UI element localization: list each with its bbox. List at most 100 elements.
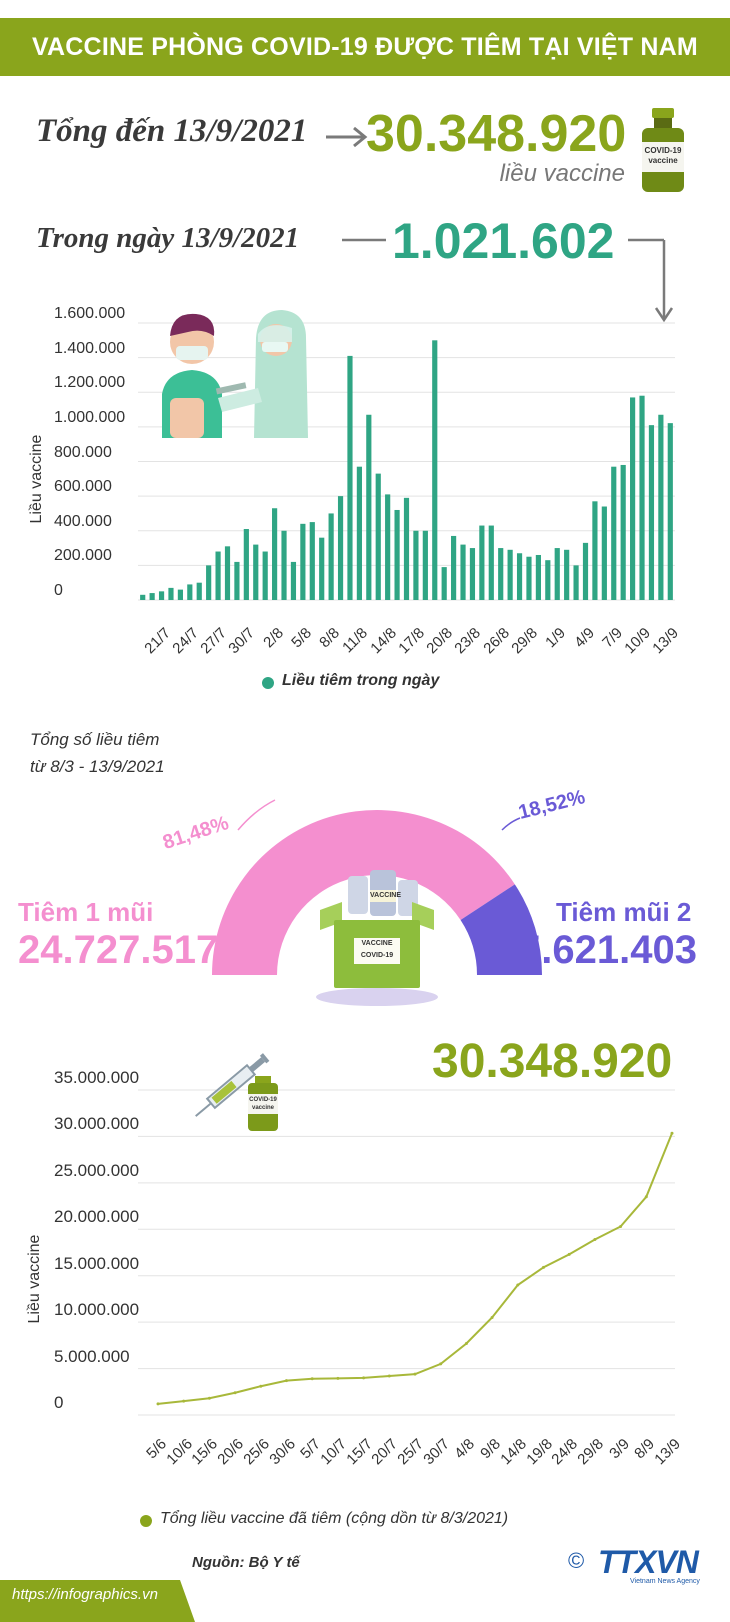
daily-bar [611,466,617,600]
daily-bar [403,497,410,600]
daily-bar [206,565,212,600]
cumulative-headline: 30.348.920 [432,1035,673,1088]
syringe-icon [195,1053,270,1117]
dose2-leader-line [501,817,521,831]
page-title: VACCINE PHÒNG COVID-19 ĐƯỢC TIÊM TẠI VIỆ… [32,33,698,61]
daily-bar [177,589,183,600]
daily-y-tick: 1.000.000 [54,408,126,426]
arrow-right-icon [326,126,368,148]
daily-bar [234,561,240,600]
daily-bar [149,593,155,600]
cumulative-legend-dot [140,1515,152,1527]
box-label-2: COVID-19 [360,952,394,959]
daily-bar [573,565,579,600]
daily-y-tick: 200.000 [54,547,112,565]
daily-bar [224,546,231,600]
daily-bar [441,567,447,600]
cumulative-y-tick: 20.000.000 [54,1207,140,1227]
cumulative-y-tick: 15.000.000 [54,1253,140,1273]
daily-bar [187,584,193,600]
cumulative-point [439,1362,443,1366]
daily-bar [498,548,504,600]
daily-y-tick: 400.000 [54,512,112,530]
daily-bar [488,525,494,600]
daily-bar [347,355,353,600]
daily-bar [601,506,607,600]
total-label: Tổng đến 13/9/2021 [36,113,308,149]
cumulative-point [644,1195,648,1199]
dose1-value: 24.727.517 [18,928,219,972]
cumulative-point [593,1238,597,1241]
daily-y-tick: 1.200.000 [54,374,126,392]
daily-bar [168,587,174,600]
daily-legend-dot [262,677,274,689]
day-connector-arrow-icon [342,238,674,323]
daily-bar [366,414,372,600]
daily-y-tick: 800.000 [54,443,112,461]
daily-bar [535,554,541,600]
day-value: 1.021.602 [392,213,615,269]
cumulative-y-tick: 35.000.000 [54,1068,140,1087]
daily-bar [592,501,598,600]
daily-bar [422,530,428,600]
dose2-label: Tiêm mũi 2 [556,897,692,927]
footer-bar [0,1570,730,1622]
cumulative-point [670,1131,674,1135]
daily-bar [215,551,221,600]
daily-bar [630,397,636,600]
daily-bar [432,340,438,600]
cumulative-point [233,1391,237,1395]
daily-bar [516,553,523,600]
daily-bar [564,549,570,600]
daily-bar [394,509,400,600]
daily-chart [138,322,675,601]
daily-bar [262,551,268,600]
daily-bar [337,496,344,600]
dose-share-donut [212,799,542,975]
daily-bar [356,466,362,600]
cumulative-y-tick: 25.000.000 [54,1160,140,1180]
ttxvn-logo: TTXVN [598,1544,699,1580]
total-unit: liều vaccine [499,160,625,187]
daily-bar [290,561,297,600]
daily-bar [413,530,419,600]
cumulative-point [567,1252,571,1256]
daily-bar [140,594,146,600]
cumulative-point [516,1283,520,1287]
vaccine-vial-icon: COVID-19 vaccine [640,108,686,194]
website-link[interactable]: https://infographics.vn [12,1586,158,1603]
vaccine-vial-small-icon: COVID-19 vaccine [248,1076,278,1132]
cumulative-y-tick: 5.000.000 [54,1346,130,1366]
daily-bar [526,556,532,600]
box-label-1: VACCINE [361,940,393,947]
daily-y-tick: 600.000 [54,478,112,496]
daily-bar [281,530,287,600]
title-banner [0,18,730,76]
dose2-value: 5.621.403 [519,928,697,972]
daily-bar [451,535,457,600]
daily-bar [460,544,466,600]
cumulative-point [285,1379,288,1383]
daily-bar [545,560,551,600]
daily-bar [196,582,202,600]
daily-bar [479,525,485,600]
cumulative-point [619,1225,623,1228]
cumulative-point [464,1342,468,1345]
cumulative-legend-label: Tổng liều vaccine đã tiêm (cộng dồn từ 8… [160,1510,509,1527]
daily-y-tick: 1.400.000 [54,339,126,357]
daily-bar [667,423,673,600]
daily-legend-label: Liều tiêm trong ngày [282,672,440,689]
daily-y-tick: 0 [54,582,63,599]
cumulative-point [542,1265,545,1269]
daily-bar [620,464,626,600]
daily-bar [648,425,655,600]
daily-bar [385,494,391,600]
agency-name: Vietnam News Agency [630,1578,700,1585]
daily-bar [554,548,560,600]
vaccine-box-icon: VACCINE VACCINE COVID-19 [312,870,442,1006]
vaccination-illustration-icon [162,310,308,438]
dose1-label: Tiêm 1 mũi [18,897,154,927]
daily-bar [272,508,278,600]
donut-caption-line2: từ 8/3 - 13/9/2021 [30,757,165,776]
